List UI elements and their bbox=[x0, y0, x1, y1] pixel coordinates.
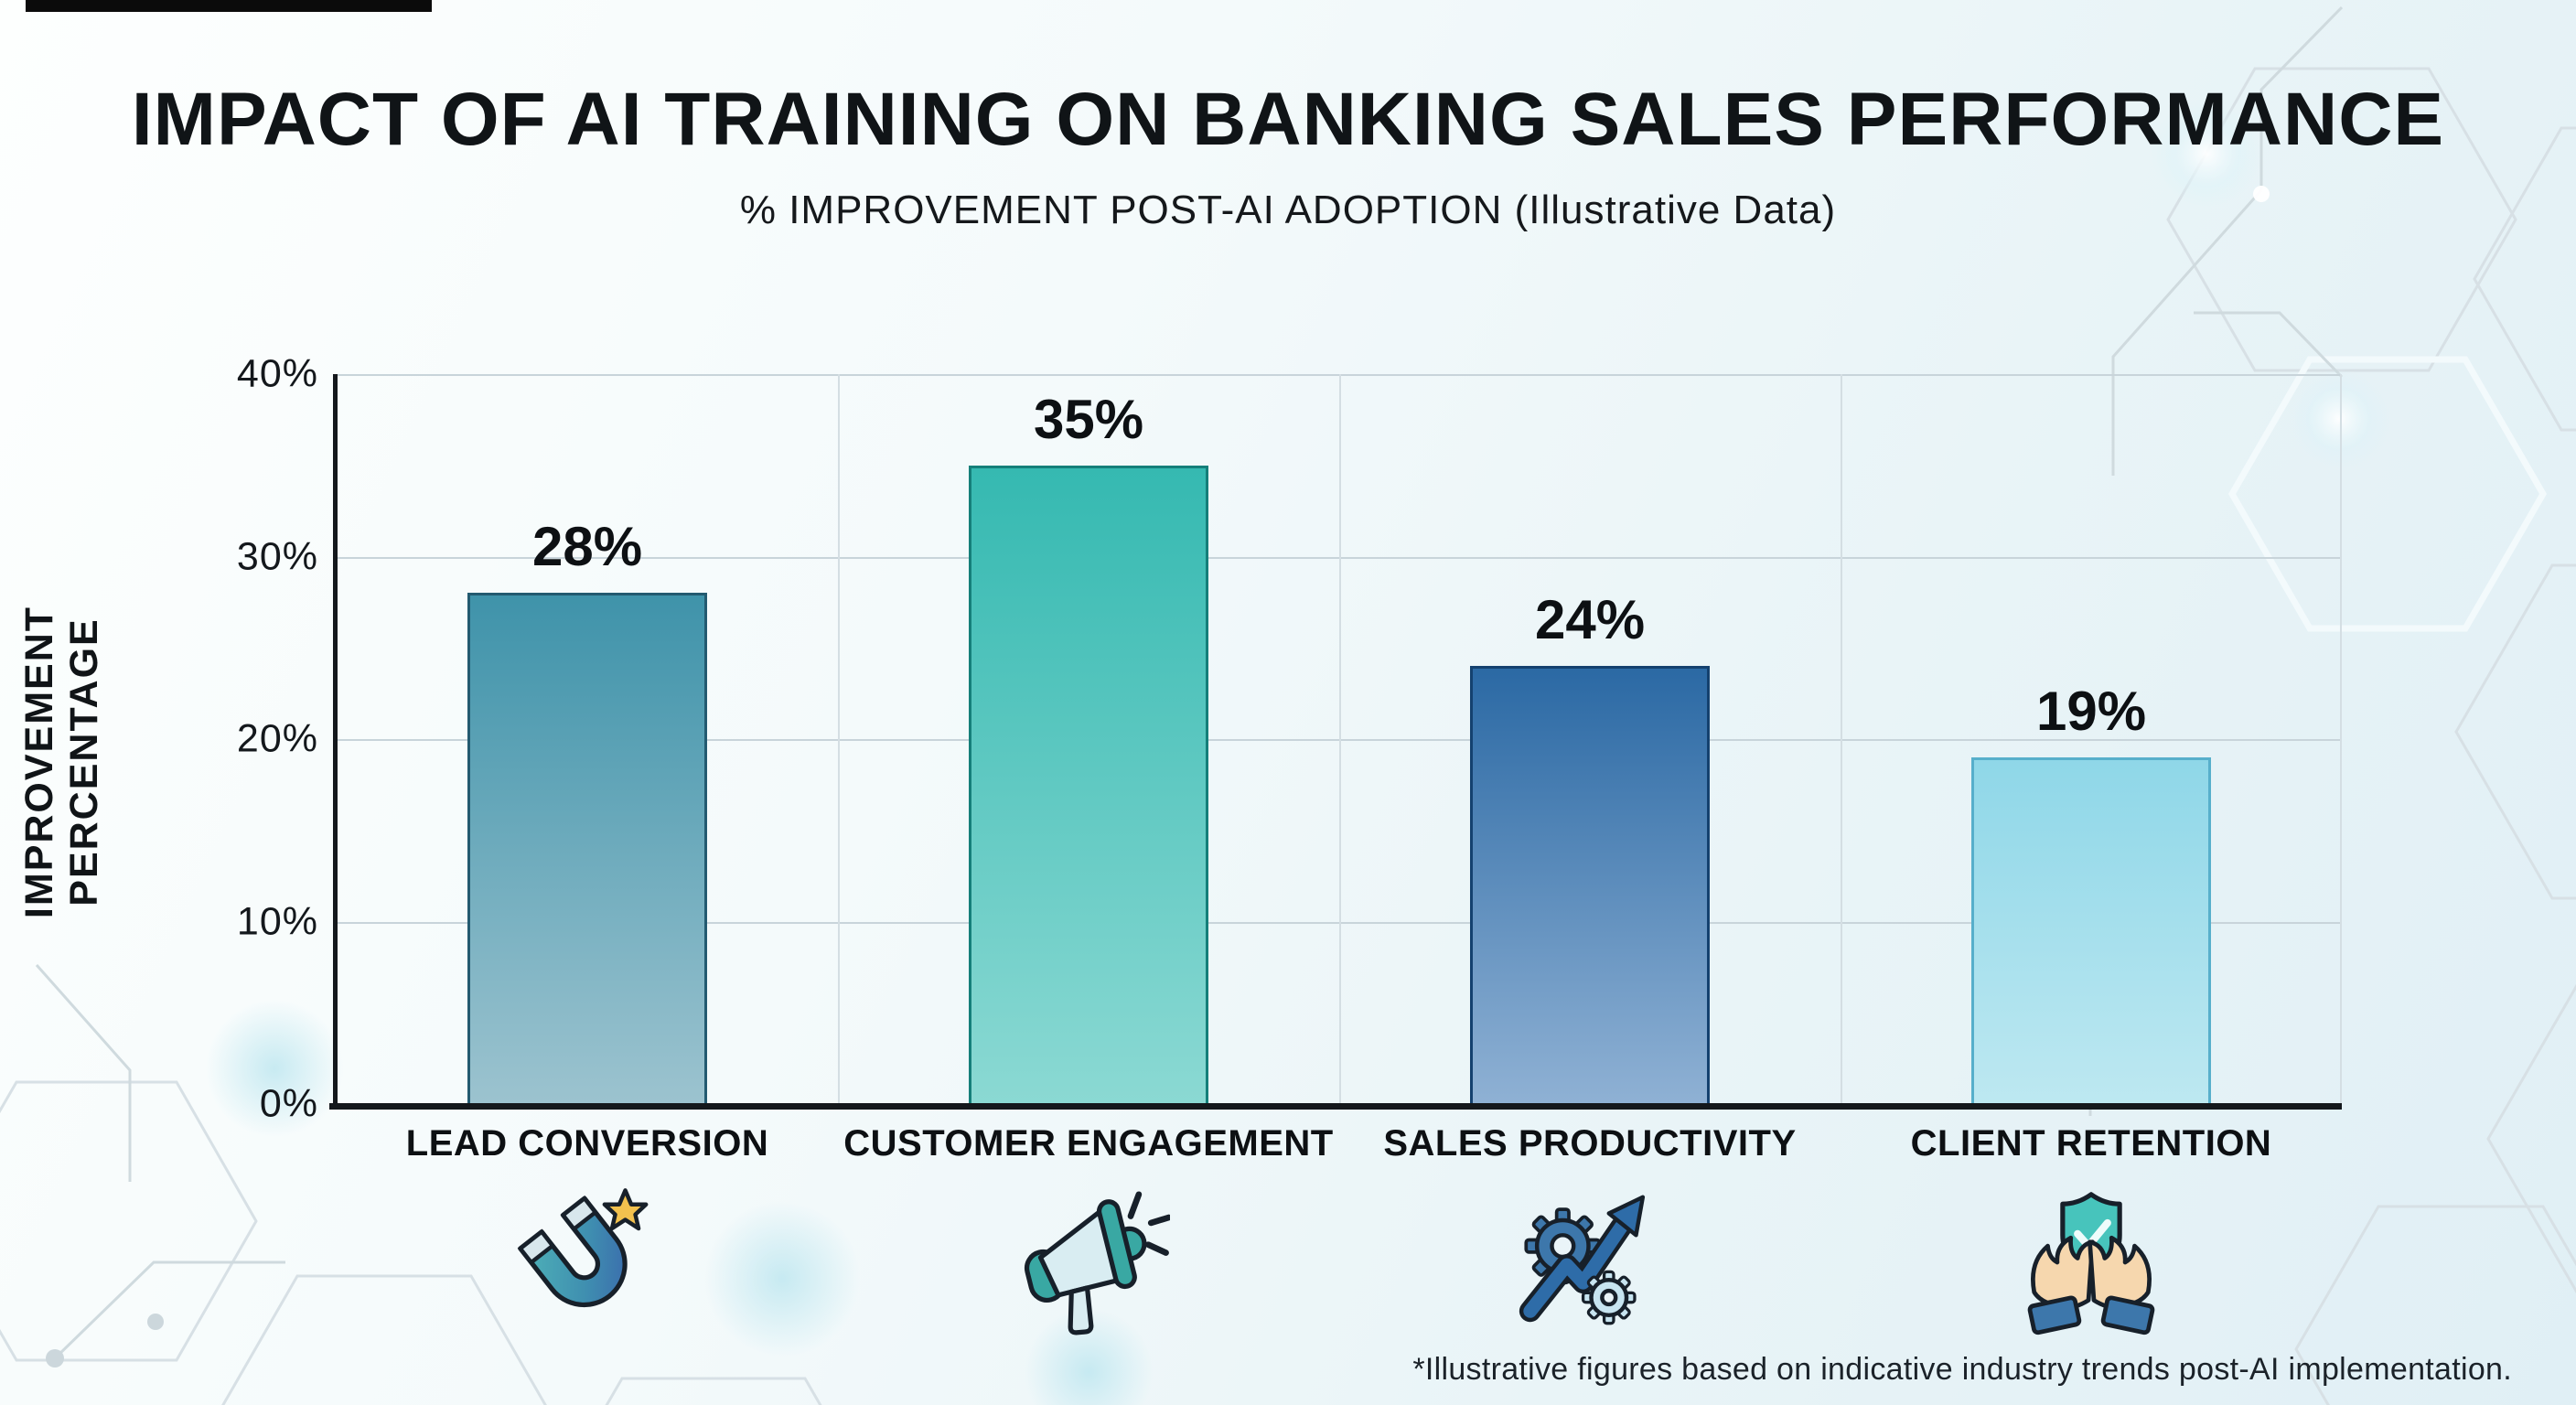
bar-value-label: 19% bbox=[2035, 680, 2147, 742]
bar-value-label: 28% bbox=[531, 516, 643, 578]
megaphone-icon bbox=[1024, 1191, 1170, 1335]
y-tick-20: 20% bbox=[236, 716, 318, 761]
plot-area: 28% 35% 24% 19% bbox=[329, 374, 2342, 1110]
bar-group-lead-conversion: 28% bbox=[337, 374, 838, 1104]
bars-container: 28% 35% 24% 19% bbox=[337, 374, 2342, 1104]
page-subtitle: % IMPROVEMENT POST-AI ADOPTION (Illustra… bbox=[739, 188, 1837, 232]
y-tick-0: 0% bbox=[259, 1081, 318, 1126]
bar-group-sales-productivity: 24% bbox=[1339, 374, 1841, 1104]
gears-arrow-icon bbox=[1519, 1195, 1646, 1325]
y-axis-ticks: 40% 30% 20% 10% 0% bbox=[0, 352, 318, 1126]
gridline-v1 bbox=[838, 374, 840, 1104]
bar-sales-productivity bbox=[1470, 666, 1710, 1104]
gridline-v2 bbox=[1339, 374, 1341, 1104]
bar-client-retention bbox=[1971, 756, 2211, 1104]
bar-group-customer-engagement: 35% bbox=[838, 374, 1339, 1104]
bar-value-label: 35% bbox=[1033, 388, 1144, 450]
category-label-sales-productivity: SALES PRODUCTIVITY bbox=[1383, 1123, 1797, 1164]
icon-cell-client-retention bbox=[1841, 1178, 2342, 1341]
x-axis-labels: LEAD CONVERSION CUSTOMER ENGAGEMENT SALE… bbox=[337, 1123, 2342, 1164]
icon-cell-customer-engagement bbox=[838, 1178, 1339, 1341]
gridline-v4 bbox=[2340, 374, 2342, 1104]
category-icons-row bbox=[337, 1178, 2342, 1341]
category-label-client-retention: CLIENT RETENTION bbox=[1910, 1123, 2272, 1164]
x-axis-line bbox=[329, 1103, 2342, 1110]
y-tick-10: 10% bbox=[236, 899, 318, 943]
magnet-star-icon bbox=[517, 1188, 649, 1307]
footnote: *Illustrative figures based on indicativ… bbox=[1412, 1352, 2512, 1387]
bar-customer-engagement bbox=[969, 465, 1208, 1104]
bar-value-label: 24% bbox=[1534, 589, 1646, 651]
hands-shield-icon bbox=[2027, 1192, 2155, 1335]
page-title: IMPACT OF AI TRAINING ON BANKING SALES P… bbox=[131, 78, 2445, 161]
y-tick-30: 30% bbox=[236, 534, 318, 578]
category-label-lead-conversion: LEAD CONVERSION bbox=[405, 1123, 769, 1164]
bar-lead-conversion bbox=[467, 593, 707, 1104]
y-tick-40: 40% bbox=[236, 351, 318, 396]
icon-cell-lead-conversion bbox=[337, 1178, 838, 1341]
icon-cell-sales-productivity bbox=[1339, 1178, 1841, 1341]
top-left-black-strip bbox=[26, 0, 432, 12]
gridline-v3 bbox=[1841, 374, 1842, 1104]
bar-group-client-retention: 19% bbox=[1841, 374, 2342, 1104]
y-axis-line bbox=[333, 374, 338, 1104]
category-label-customer-engagement: CUSTOMER ENGAGEMENT bbox=[843, 1123, 1334, 1164]
